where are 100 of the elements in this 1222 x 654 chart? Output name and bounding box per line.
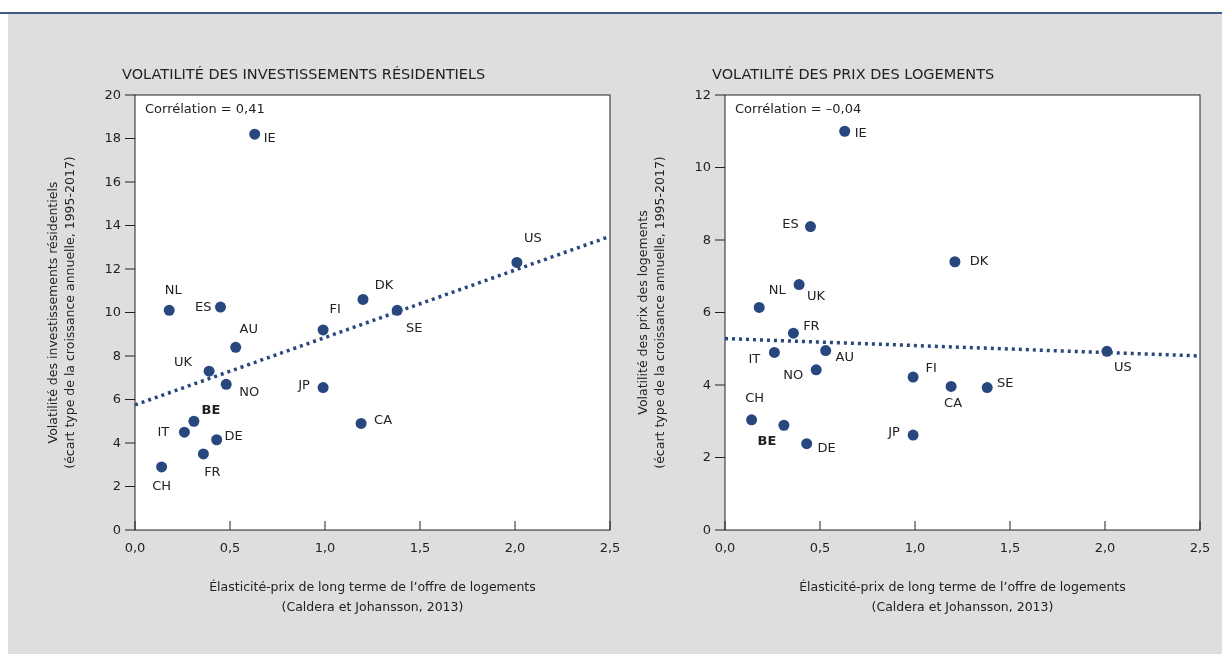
point [211,434,223,446]
point [787,327,799,339]
annotation: NL [164,281,183,297]
point [793,279,805,291]
point [230,341,242,353]
annotation: SE [996,375,1014,391]
y-tick-label: 4 [112,434,121,450]
x-tick-label: 2,5 [1189,540,1211,555]
y-tick-label: 4 [702,376,711,392]
annotation: FR [803,317,820,333]
point [178,426,190,438]
annotation: JP [887,423,901,439]
x-tick-label: 1,0 [904,540,926,555]
annotation: ES [782,216,799,232]
annotation: DE [224,428,243,444]
point [981,382,993,394]
annotation: NO [239,383,260,399]
point [820,345,832,357]
point [317,382,329,394]
y-axis-title: Volatilité des investissements résidentiels (écart type de la croissance annuelle, 1995-2017) [45,156,77,469]
chart-title: VOLATILITÉ DES INVESTISSEMENTS RÉSIDENTIELS [122,66,486,82]
annotation: IT [748,350,761,366]
point [317,324,329,336]
y-tick-label: 8 [112,347,121,363]
point [188,415,200,427]
point [945,380,957,392]
annotation: DK [374,276,394,292]
x-tick-label: 2,5 [599,540,621,555]
annotation: UK [807,288,826,304]
point [511,256,523,268]
annotation: ES [195,298,212,314]
y-tick-label: 8 [702,231,711,247]
point [249,128,261,140]
point [746,414,758,426]
y-tick-label: 14 [104,217,121,232]
x-tick-label: 2,0 [504,540,526,555]
annotation: SE [405,319,423,335]
x-axis-title: Élasticité-prix de long terme de l’offre de logements (Caldera et Johansson, 2013) [799,579,1126,614]
y-tick-label: 10 [104,304,121,319]
annotation: IE [854,124,867,140]
y-tick-label: 16 [104,173,121,189]
point [203,365,215,377]
point [839,125,851,137]
annotation: AU [239,320,258,336]
annotation: IT [157,423,170,439]
x-tick-label: 0,5 [219,540,241,555]
annotation: DK [969,253,989,269]
x-tick-label: 0,0 [714,540,736,555]
y-tick-label: 2 [112,478,121,493]
y-tick-label: 0 [702,521,711,537]
annotation: CH [745,390,765,406]
annotation: JP [297,377,311,393]
chart-title: VOLATILITÉ DES PRIX DES LOGEMENTS [712,66,995,82]
annotation: FI [329,301,341,317]
point [810,364,822,376]
point [753,301,765,313]
annotation: FI [925,359,937,375]
x-tick-label: 2,0 [1094,540,1116,555]
x-axis-title: Élasticité-prix de long terme de l’offre de logements (Caldera et Johansson, 2013) [209,579,536,614]
x-tick-label: 1,0 [314,540,336,555]
annotation: DE [817,440,836,456]
annotation: AU [835,349,854,365]
point [801,438,813,450]
y-tick-label: 20 [104,86,121,102]
annotation: IE [263,129,276,145]
y-tick-label: 2 [702,449,711,464]
point [805,221,816,233]
annotation: CA [374,411,393,427]
point [220,378,232,390]
y-tick-label: 10 [694,159,711,174]
annotation: BE [757,432,777,448]
point [355,417,367,429]
point [907,371,919,383]
point [768,346,780,358]
x-tick-label: 1,5 [409,540,431,555]
y-tick-label: 18 [104,130,121,145]
y-axis-title: Volatilité des prix des logements (écart type de la croissance annuelle, 1995-2017) [635,156,667,469]
annotation: Corrélation = –0,04 [735,101,862,116]
point [949,256,961,268]
annotation: NL [768,281,787,297]
point [197,448,209,460]
annotation: NO [783,367,804,383]
annotation: Corrélation = 0,41 [145,101,265,116]
annotation: CA [944,394,963,410]
point [357,293,369,305]
point [907,429,919,441]
point [778,419,790,431]
y-tick-label: 6 [702,304,711,319]
y-tick-label: 6 [112,391,121,406]
x-tick-label: 0,5 [809,540,831,555]
y-tick-label: 0 [112,521,121,537]
x-tick-label: 0,0 [124,540,146,555]
annotation: UK [174,353,193,369]
x-tick-label: 1,5 [999,540,1021,555]
y-tick-label: 12 [694,86,711,102]
point [156,461,168,473]
annotation: FR [204,464,221,480]
annotation: US [524,229,542,245]
point [215,301,226,313]
y-tick-label: 12 [104,260,121,276]
